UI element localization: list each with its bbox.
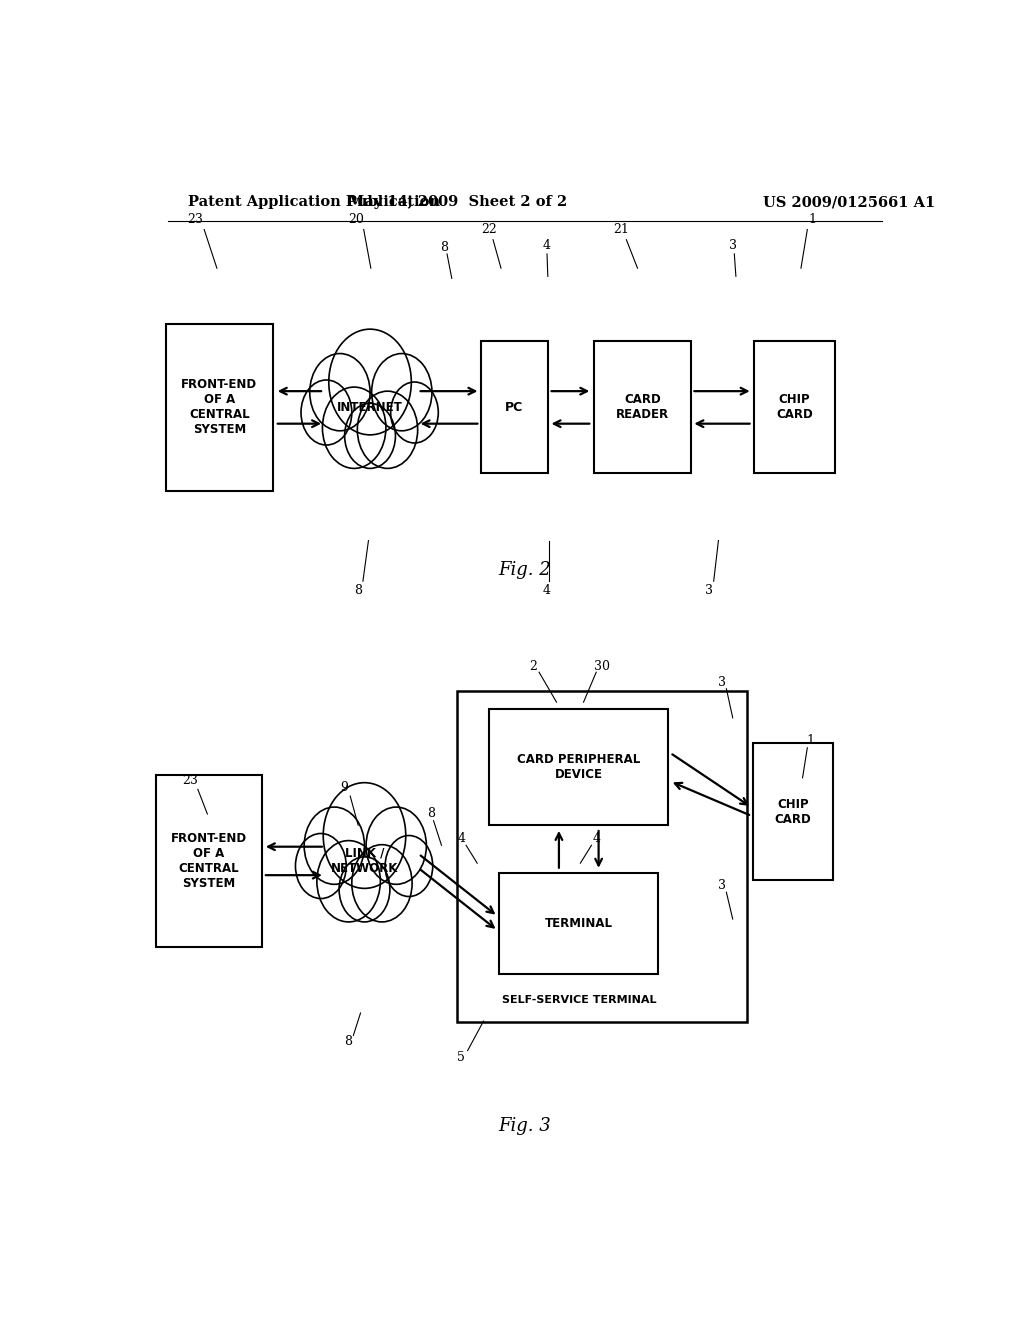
Text: FRONT-END
OF A
CENTRAL
SYSTEM: FRONT-END OF A CENTRAL SYSTEM bbox=[171, 832, 247, 890]
Text: FRONT-END
OF A
CENTRAL
SYSTEM: FRONT-END OF A CENTRAL SYSTEM bbox=[181, 379, 257, 437]
Text: Patent Application Publication: Patent Application Publication bbox=[187, 195, 439, 209]
Circle shape bbox=[352, 845, 412, 921]
Text: May 14, 2009  Sheet 2 of 2: May 14, 2009 Sheet 2 of 2 bbox=[348, 195, 567, 209]
Text: 1: 1 bbox=[808, 213, 816, 226]
Text: TERMINAL: TERMINAL bbox=[545, 917, 612, 931]
Text: 3: 3 bbox=[729, 239, 736, 252]
Text: CHIP
CARD: CHIP CARD bbox=[775, 797, 811, 826]
Text: CARD
READER: CARD READER bbox=[615, 393, 669, 421]
Text: 8: 8 bbox=[345, 1035, 352, 1048]
Text: 1: 1 bbox=[807, 734, 814, 747]
Circle shape bbox=[357, 391, 418, 469]
Circle shape bbox=[301, 380, 352, 445]
Text: US 2009/0125661 A1: US 2009/0125661 A1 bbox=[763, 195, 935, 209]
Circle shape bbox=[329, 329, 412, 434]
FancyBboxPatch shape bbox=[489, 709, 668, 825]
Text: CHIP
CARD: CHIP CARD bbox=[776, 393, 813, 421]
Text: 3: 3 bbox=[718, 676, 726, 689]
Circle shape bbox=[296, 833, 346, 899]
Circle shape bbox=[372, 354, 432, 430]
FancyBboxPatch shape bbox=[166, 323, 272, 491]
Circle shape bbox=[324, 783, 406, 888]
Text: 30: 30 bbox=[594, 660, 609, 673]
Text: 20: 20 bbox=[348, 213, 365, 226]
Text: 4: 4 bbox=[543, 239, 550, 252]
FancyBboxPatch shape bbox=[500, 873, 658, 974]
Text: LINK /
NETWORK: LINK / NETWORK bbox=[331, 847, 398, 875]
Text: Fig. 3: Fig. 3 bbox=[499, 1117, 551, 1135]
Text: Fig. 2: Fig. 2 bbox=[499, 561, 551, 579]
Circle shape bbox=[391, 381, 438, 444]
Text: 3: 3 bbox=[705, 583, 713, 597]
FancyBboxPatch shape bbox=[754, 342, 836, 474]
Text: 4: 4 bbox=[458, 832, 465, 845]
FancyBboxPatch shape bbox=[458, 690, 748, 1022]
Text: 2: 2 bbox=[528, 660, 537, 673]
Circle shape bbox=[316, 841, 380, 921]
Circle shape bbox=[304, 807, 365, 884]
Text: 4: 4 bbox=[543, 583, 551, 597]
Text: 9: 9 bbox=[340, 780, 348, 793]
Text: 4: 4 bbox=[592, 832, 600, 845]
FancyBboxPatch shape bbox=[480, 342, 548, 474]
Text: 3: 3 bbox=[718, 879, 726, 892]
Text: 8: 8 bbox=[440, 242, 447, 255]
Text: PC: PC bbox=[506, 401, 523, 414]
Circle shape bbox=[345, 404, 395, 469]
FancyBboxPatch shape bbox=[594, 342, 690, 474]
FancyBboxPatch shape bbox=[157, 775, 262, 948]
FancyBboxPatch shape bbox=[754, 743, 833, 880]
Circle shape bbox=[309, 354, 370, 430]
Text: 22: 22 bbox=[481, 223, 497, 236]
Text: 5: 5 bbox=[458, 1051, 465, 1064]
Text: 23: 23 bbox=[187, 213, 204, 226]
Circle shape bbox=[385, 836, 433, 896]
Text: 21: 21 bbox=[613, 223, 630, 236]
Text: 23: 23 bbox=[182, 774, 198, 787]
Text: 8: 8 bbox=[354, 583, 362, 597]
Text: INTERNET: INTERNET bbox=[337, 401, 402, 414]
Circle shape bbox=[367, 807, 426, 884]
Circle shape bbox=[323, 387, 386, 469]
Text: SELF-SERVICE TERMINAL: SELF-SERVICE TERMINAL bbox=[502, 994, 656, 1005]
Text: CARD PERIPHERAL
DEVICE: CARD PERIPHERAL DEVICE bbox=[517, 752, 640, 781]
Circle shape bbox=[339, 857, 390, 921]
Text: 8: 8 bbox=[427, 808, 435, 821]
